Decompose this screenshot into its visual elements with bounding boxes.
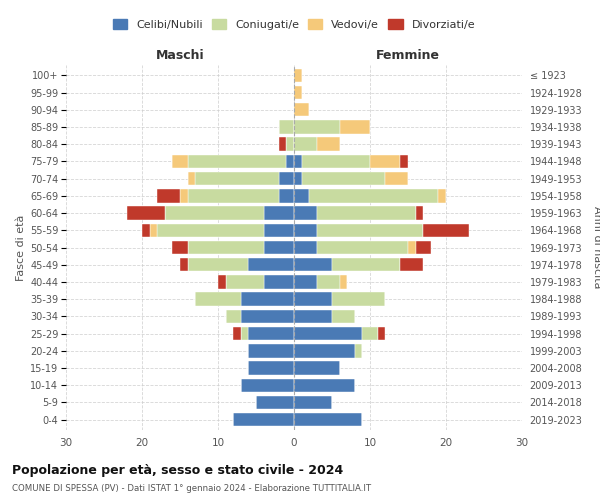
Bar <box>218 275 226 288</box>
Bar <box>165 206 263 220</box>
Bar <box>188 258 248 272</box>
Bar <box>362 327 377 340</box>
Bar <box>416 206 423 220</box>
Bar <box>294 138 317 151</box>
Bar <box>248 258 294 272</box>
Bar <box>188 241 263 254</box>
Bar <box>294 413 362 426</box>
Bar <box>188 154 286 168</box>
Bar <box>340 275 347 288</box>
Bar <box>180 189 188 202</box>
Bar <box>248 362 294 374</box>
Bar <box>423 224 469 237</box>
Bar <box>286 154 294 168</box>
Text: Popolazione per età, sesso e stato civile - 2024: Popolazione per età, sesso e stato civil… <box>12 464 343 477</box>
Bar <box>370 154 400 168</box>
Bar <box>172 154 188 168</box>
Bar <box>294 344 355 358</box>
Bar <box>332 258 400 272</box>
Bar <box>256 396 294 409</box>
Bar <box>279 189 294 202</box>
Bar <box>302 172 385 186</box>
Bar <box>263 224 294 237</box>
Bar <box>294 103 309 117</box>
Bar <box>294 292 332 306</box>
Bar <box>286 138 294 151</box>
Bar <box>317 224 423 237</box>
Text: Maschi: Maschi <box>155 48 205 62</box>
Bar <box>241 310 294 323</box>
Bar <box>439 189 446 202</box>
Bar <box>317 275 340 288</box>
Bar <box>294 378 355 392</box>
Bar <box>157 189 180 202</box>
Bar <box>408 241 416 254</box>
Bar <box>400 154 408 168</box>
Bar <box>294 362 340 374</box>
Bar <box>142 224 149 237</box>
Bar <box>180 258 188 272</box>
Legend: Celibi/Nubili, Coniugati/e, Vedovi/e, Divorziati/e: Celibi/Nubili, Coniugati/e, Vedovi/e, Di… <box>113 20 475 30</box>
Bar <box>294 241 317 254</box>
Bar <box>248 327 294 340</box>
Bar <box>294 68 302 82</box>
Bar <box>294 275 317 288</box>
Bar <box>340 120 370 134</box>
Bar <box>317 241 408 254</box>
Bar <box>263 206 294 220</box>
Bar <box>188 172 195 186</box>
Bar <box>241 378 294 392</box>
Bar <box>400 258 423 272</box>
Bar <box>263 275 294 288</box>
Bar <box>302 154 370 168</box>
Bar <box>317 206 416 220</box>
Bar <box>226 310 241 323</box>
Bar <box>127 206 165 220</box>
Bar <box>294 189 309 202</box>
Bar <box>263 241 294 254</box>
Bar <box>317 138 340 151</box>
Y-axis label: Fasce di età: Fasce di età <box>16 214 26 280</box>
Bar <box>248 344 294 358</box>
Bar <box>226 275 263 288</box>
Bar <box>294 310 332 323</box>
Bar <box>377 327 385 340</box>
Bar <box>195 292 241 306</box>
Bar <box>241 327 248 340</box>
Bar <box>157 224 263 237</box>
Bar <box>172 241 188 254</box>
Bar <box>294 206 317 220</box>
Bar <box>294 120 340 134</box>
Y-axis label: Anni di nascita: Anni di nascita <box>592 206 600 289</box>
Text: Femmine: Femmine <box>376 48 440 62</box>
Bar <box>355 344 362 358</box>
Bar <box>233 413 294 426</box>
Bar <box>188 189 279 202</box>
Text: COMUNE DI SPESSA (PV) - Dati ISTAT 1° gennaio 2024 - Elaborazione TUTTITALIA.IT: COMUNE DI SPESSA (PV) - Dati ISTAT 1° ge… <box>12 484 371 493</box>
Bar <box>309 189 439 202</box>
Bar <box>332 292 385 306</box>
Bar <box>233 327 241 340</box>
Bar <box>149 224 157 237</box>
Bar <box>294 154 302 168</box>
Bar <box>385 172 408 186</box>
Bar <box>294 224 317 237</box>
Bar <box>416 241 431 254</box>
Bar <box>279 138 286 151</box>
Bar <box>294 396 332 409</box>
Bar <box>241 292 294 306</box>
Bar <box>195 172 279 186</box>
Bar <box>279 120 294 134</box>
Bar <box>294 172 302 186</box>
Bar <box>332 310 355 323</box>
Bar <box>294 86 302 100</box>
Bar <box>294 327 362 340</box>
Bar <box>279 172 294 186</box>
Bar <box>294 258 332 272</box>
